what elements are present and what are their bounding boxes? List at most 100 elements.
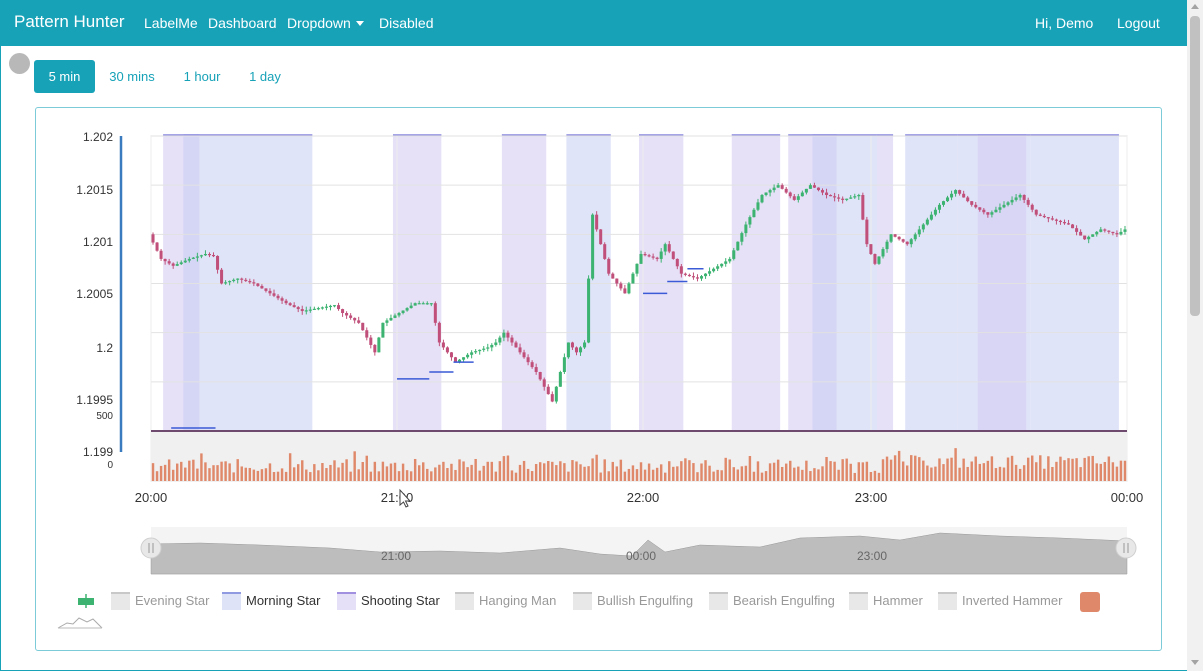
volume-bar — [918, 457, 921, 481]
candle-body — [478, 349, 482, 352]
volume-bar — [478, 470, 481, 481]
volume-bar — [236, 459, 239, 481]
candle-body — [1038, 214, 1042, 216]
caret-down-icon — [355, 21, 364, 26]
candle-body — [966, 197, 970, 202]
candle-body — [409, 305, 413, 309]
price-tick-label: 1.1995 — [76, 393, 113, 407]
volume-bar — [732, 467, 735, 481]
volume-bar — [615, 466, 619, 481]
scrollbar-thumb[interactable] — [1190, 16, 1200, 316]
candle-body — [349, 315, 353, 318]
volume-bar — [450, 463, 453, 481]
volume-bar — [220, 461, 223, 481]
candle-body — [808, 185, 812, 189]
candle-body — [187, 258, 191, 261]
candle-body — [526, 357, 530, 363]
nav-link-disabled: Disabled — [379, 15, 434, 31]
candle-body — [425, 303, 429, 305]
volume-bar — [877, 472, 881, 481]
candle-body — [486, 347, 490, 349]
legend-hammer[interactable]: Hammer — [849, 592, 923, 610]
candle-body — [812, 185, 816, 188]
timeframe-1hour-button[interactable]: 1 hour — [183, 69, 221, 84]
candle-body — [1058, 220, 1062, 223]
volume-bar — [643, 469, 647, 481]
volume-bar — [651, 469, 655, 481]
candle-body — [974, 204, 978, 208]
legend-morning-star[interactable]: Morning Star — [222, 592, 320, 610]
candle-body — [542, 379, 546, 387]
timeframe-1day-button[interactable]: 1 day — [249, 69, 281, 84]
volume-bar — [510, 470, 514, 481]
candle-body — [837, 197, 841, 199]
volume-bar — [772, 462, 776, 481]
volume-bar — [1111, 462, 1115, 481]
legend-bullish-engulfing[interactable]: Bullish Engulfing — [573, 592, 693, 610]
candle-body — [1026, 199, 1030, 205]
candle-body — [954, 190, 958, 194]
volume-bar — [1091, 455, 1094, 481]
candle-body — [550, 394, 554, 402]
nav-dropdown[interactable]: Dropdown — [287, 15, 364, 31]
scroll-down-arrow-icon[interactable] — [1191, 660, 1199, 665]
candle-body — [353, 317, 357, 321]
candle-body — [462, 357, 466, 360]
volume-bar — [563, 463, 566, 481]
volume-bar — [559, 461, 562, 481]
avatar[interactable] — [9, 53, 30, 74]
legend-bearish-engulfing[interactable]: Bearish Engulfing — [709, 592, 835, 610]
legend-navigator-toggle[interactable] — [57, 614, 103, 632]
navigator-left-handle[interactable] — [140, 537, 162, 559]
candle-body — [651, 256, 655, 258]
candle-body — [941, 201, 946, 205]
candle-body — [748, 217, 752, 225]
legend-inverted-hammer[interactable]: Inverted Hammer — [938, 592, 1062, 610]
navigator-tick-label: 00:00 — [626, 549, 656, 563]
candle-body — [599, 229, 603, 245]
volume-bar — [1006, 457, 1010, 481]
candle-body — [211, 254, 216, 257]
timeframe-5min-button[interactable]: 5 min — [34, 60, 95, 93]
navigator-right-handle[interactable] — [1115, 537, 1137, 559]
legend-hanging-man[interactable]: Hanging Man — [455, 592, 556, 610]
candle-body — [466, 354, 470, 358]
navigator-tick-label: 21:00 — [381, 549, 411, 563]
nav-link-labelme[interactable]: LabelMe — [144, 15, 198, 31]
volume-bar — [1010, 455, 1014, 481]
scroll-up-arrow-icon[interactable] — [1191, 4, 1199, 9]
legend-shooting-star[interactable]: Shooting Star — [337, 592, 440, 610]
volume-bar — [337, 467, 340, 481]
candle-body — [474, 351, 478, 353]
legend-evening-star[interactable]: Evening Star — [111, 592, 209, 610]
volume-bar — [538, 462, 542, 481]
volume-bar — [837, 469, 840, 481]
volume-bar — [1099, 463, 1103, 481]
candle-body — [869, 244, 873, 254]
nav-link-dashboard[interactable]: Dashboard — [208, 15, 277, 31]
page-scrollbar[interactable] — [1187, 0, 1203, 671]
volume-bar — [446, 468, 449, 481]
volume-bar — [184, 467, 187, 481]
legend-candles-toggle[interactable] — [75, 592, 102, 610]
candle-body — [913, 234, 917, 240]
volume-bar — [417, 465, 421, 481]
legend-swatch — [111, 592, 130, 610]
candle-body — [357, 320, 361, 323]
candle-body — [232, 279, 236, 282]
volume-bar — [228, 463, 231, 481]
volume-bar — [813, 468, 816, 481]
volume-bar — [377, 471, 381, 481]
candle-body — [256, 283, 260, 286]
timeframe-30mins-button[interactable]: 30 mins — [109, 69, 155, 84]
brand-logo[interactable]: Pattern Hunter — [14, 12, 125, 31]
candle-body — [627, 283, 631, 294]
logout-link[interactable]: Logout — [1117, 15, 1160, 31]
candle-body — [510, 337, 514, 343]
volume-bar — [530, 471, 534, 481]
legend-volume-toggle[interactable] — [1080, 592, 1105, 612]
candle-body — [171, 263, 175, 266]
candle-body — [252, 282, 256, 284]
volume-bar — [990, 456, 994, 481]
